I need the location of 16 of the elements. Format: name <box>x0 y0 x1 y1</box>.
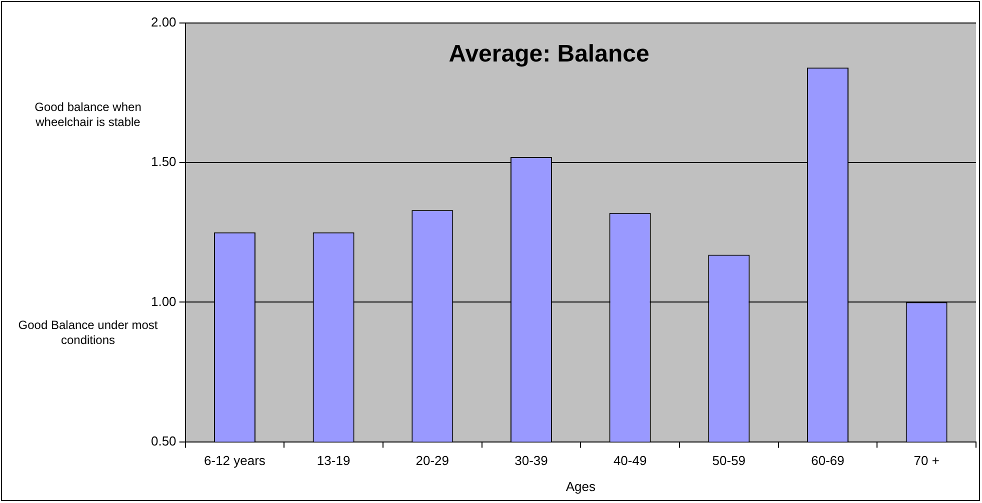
x-tick-label: 20-29 <box>416 453 450 468</box>
x-tick-label: 70 + <box>914 453 940 468</box>
x-tick-label: 50-59 <box>712 453 746 468</box>
x-tick-label: 30-39 <box>514 453 548 468</box>
x-tick-label: 40-49 <box>613 453 647 468</box>
x-tick-label: 6-12 years <box>204 453 266 468</box>
x-axis-title: Ages <box>566 478 596 494</box>
text: Average: Balance <box>448 40 650 68</box>
y-tick-label: 1.00 <box>150 294 176 309</box>
text: Good balance when wheelchair is stable <box>34 100 142 130</box>
y-tick-label: 1.50 <box>150 154 176 170</box>
x-tick-label: 60-69 <box>811 453 844 468</box>
x-tick-label: 13-19 <box>316 453 350 468</box>
y-tick-label: 0.50 <box>150 433 176 448</box>
y-tick-label: 2.00 <box>150 14 176 30</box>
text: Good Balance under most conditions <box>17 318 159 348</box>
